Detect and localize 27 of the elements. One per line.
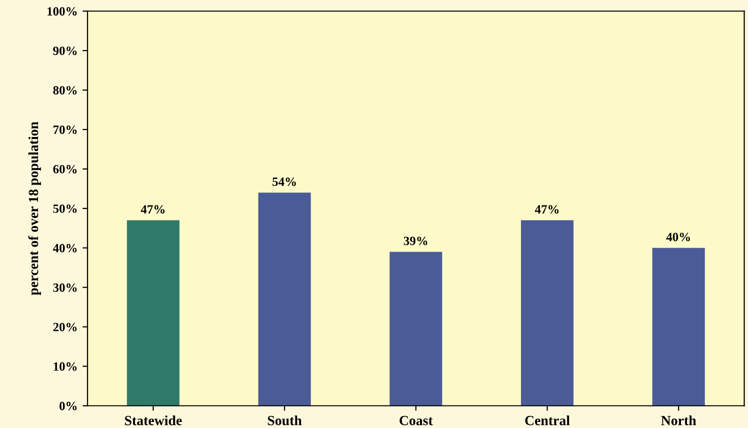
bar: [126, 220, 180, 406]
y-tick-label: 100%: [48, 7, 77, 16]
data-label: 54%: [272, 178, 296, 186]
y-tick-label: 90%: [53, 46, 77, 56]
y-tick-label: 50%: [53, 204, 77, 213]
bar: [390, 252, 442, 406]
y-tick-label: 80%: [53, 86, 77, 95]
bar: [258, 192, 311, 406]
data-label: 40%: [666, 232, 690, 242]
bar: [652, 248, 705, 406]
y-tick-label: 10%: [54, 362, 77, 371]
y-tick-label: 40%: [52, 244, 77, 252]
data-label: 39%: [404, 236, 428, 246]
y-tick-label: 60%: [53, 165, 77, 174]
x-tick-label: Coast: [400, 416, 433, 426]
y-tick-label: 20%: [53, 322, 77, 332]
y-tick-label: 70%: [54, 126, 77, 134]
y-axis-title: percent of over 18 population: [28, 122, 41, 296]
y-tick-label: 0%: [60, 402, 77, 410]
data-label: 47%: [534, 205, 559, 214]
x-tick-label: Central: [525, 415, 570, 426]
y-tick-label: 30%: [53, 283, 77, 292]
x-tick-label: Statewide: [125, 415, 182, 426]
bar: [520, 220, 574, 406]
x-tick-label: North: [661, 415, 696, 426]
x-tick-label: South: [268, 415, 302, 426]
data-label: 47%: [140, 205, 165, 214]
